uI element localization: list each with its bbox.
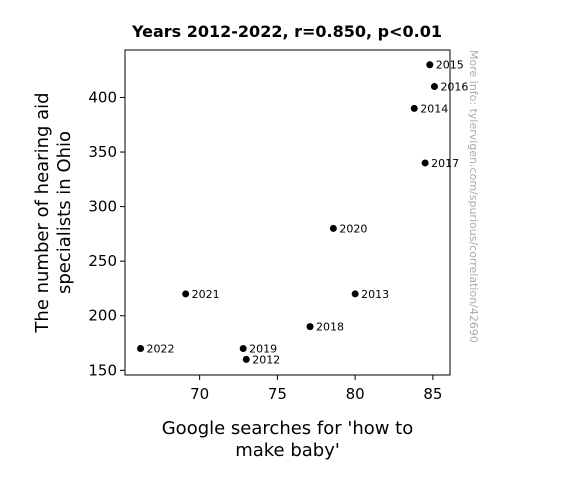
data-point-label: 2016 xyxy=(440,81,468,94)
data-point xyxy=(306,323,314,331)
data-point xyxy=(242,355,250,363)
data-point xyxy=(239,344,247,352)
watermark-text: More info: tylervigen.com/spurious/corre… xyxy=(467,50,480,343)
data-point-label: 2017 xyxy=(431,157,459,170)
data-point xyxy=(329,224,337,232)
y-tick-label: 250 xyxy=(88,252,117,270)
y-tick-label: 350 xyxy=(88,143,117,161)
data-point-label: 2020 xyxy=(339,222,367,235)
y-tick-label: 150 xyxy=(88,361,117,379)
data-point xyxy=(351,290,359,298)
data-point-label: 2013 xyxy=(361,288,389,301)
data-point-label: 2018 xyxy=(316,321,344,334)
data-point xyxy=(410,104,418,112)
data-point xyxy=(430,83,438,91)
data-point-label: 2021 xyxy=(192,288,220,301)
data-point-label: 2022 xyxy=(147,342,175,355)
plot-frame xyxy=(124,49,451,376)
x-axis-label: Google searches for 'how to make baby' xyxy=(162,418,414,461)
data-point xyxy=(137,344,145,352)
y-tick-label: 400 xyxy=(88,88,117,106)
data-points: 2012201320142015201620172018201920202021… xyxy=(137,59,468,366)
x-tick-label: 70 xyxy=(190,385,209,403)
data-point-label: 2012 xyxy=(252,353,280,366)
data-point xyxy=(421,159,429,167)
data-point-label: 2019 xyxy=(249,342,277,355)
y-axis-label: The number of hearing aidspecialists in … xyxy=(32,92,75,333)
chart-title: Years 2012-2022, r=0.850, p<0.01 xyxy=(131,22,442,41)
data-point xyxy=(182,290,190,298)
x-tick-label: 80 xyxy=(346,385,365,403)
y-tick-label: 300 xyxy=(88,198,117,216)
data-point-label: 2014 xyxy=(420,102,448,115)
data-point xyxy=(426,61,434,69)
y-tick-label: 200 xyxy=(88,307,117,325)
x-tick-label: 85 xyxy=(423,385,442,403)
x-tick-label: 75 xyxy=(268,385,287,403)
axis-ticks: 70 75 80 85 150 200 250 300 350 400 xyxy=(88,88,442,403)
